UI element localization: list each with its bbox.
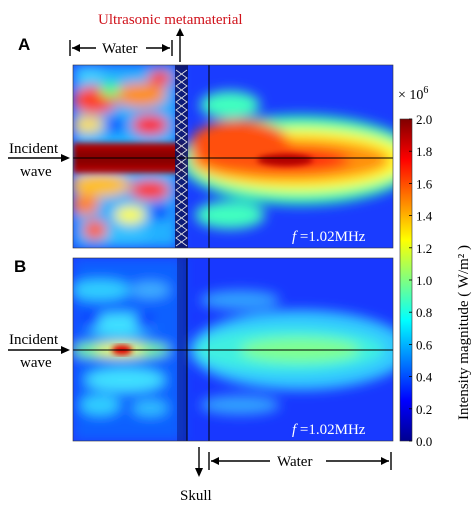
panel-a-letter: A <box>18 35 30 54</box>
panel-a-frequency: f =1.02MHz <box>292 229 366 245</box>
incident-label-a-line2: wave <box>20 164 52 180</box>
panel-b-letter: B <box>14 257 26 276</box>
colorbar-tick-label: 0.2 <box>416 402 432 417</box>
incident-arrow-a-icon <box>61 154 70 162</box>
colorbar-tick-label: 1.4 <box>416 209 433 224</box>
panel-a-heatmap <box>73 65 393 248</box>
skull-label: Skull <box>180 488 212 504</box>
water-bracket-bottom <box>208 452 392 470</box>
water-bracket-top <box>69 40 173 56</box>
colorbar-tick-label: 0.0 <box>416 434 432 449</box>
colorbar-tick-label: 0.6 <box>416 337 433 352</box>
panel-b-heatmap <box>73 258 393 441</box>
panel-b-frequency: f =1.02MHz <box>292 422 366 438</box>
colorbar-tick-label: 0.8 <box>416 305 432 320</box>
colorbar-tick-label: 0.4 <box>416 370 433 385</box>
incident-label-b-line1: Incident <box>9 332 59 348</box>
water-label-top: Water <box>102 41 137 57</box>
incident-arrow-b-icon <box>61 346 70 354</box>
metamaterial-label: Ultrasonic metamaterial <box>98 12 243 28</box>
incident-label-b-line2: wave <box>20 355 52 371</box>
colorbar-ticks: 2.0 1.8 1.6 1.4 1.2 1.0 0.8 0.6 0.4 0.2 0.0 <box>409 112 433 449</box>
colorbar-tick-label: 1.8 <box>416 144 432 159</box>
colorbar-tick-label: 1.0 <box>416 273 432 288</box>
skull-arrow-icon <box>195 468 203 477</box>
colorbar-multiplier: × 106 <box>398 85 428 103</box>
incident-label-a-line1: Incident <box>9 141 59 157</box>
colorbar-tick-label: 1.6 <box>416 176 433 191</box>
colorbar-axis-label: Intensity magnitude ( W/m² ) <box>456 245 472 420</box>
colorbar-tick-label: 1.2 <box>416 241 432 256</box>
metamaterial-arrow-icon <box>176 28 184 36</box>
water-label-bottom: Water <box>277 454 312 470</box>
colorbar-tick-label: 2.0 <box>416 112 432 127</box>
